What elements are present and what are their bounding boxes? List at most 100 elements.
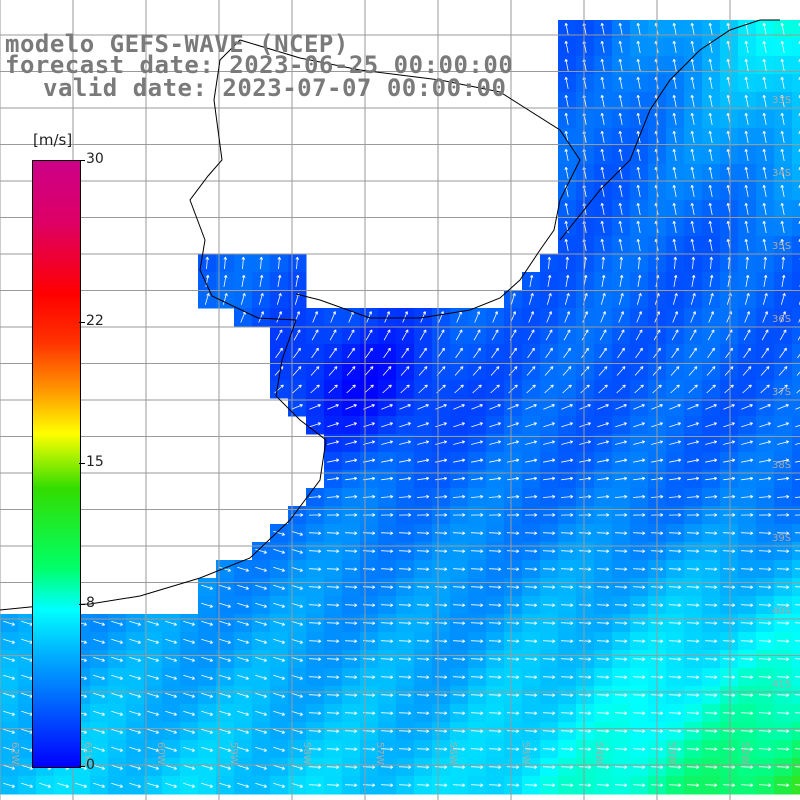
wind-arrow	[744, 184, 749, 197]
wind-arrow	[472, 366, 482, 376]
wind-arrow	[489, 404, 501, 410]
wind-arrow	[690, 238, 695, 251]
wind-arrow	[686, 657, 700, 661]
wind-arrow	[205, 256, 210, 270]
wind-arrow	[488, 657, 502, 661]
wind-arrow	[506, 621, 520, 625]
wind-arrow	[326, 657, 340, 661]
wind-arrow	[673, 256, 678, 270]
wind-arrow	[668, 494, 682, 499]
wind-arrow	[794, 514, 800, 516]
wind-arrow	[435, 404, 447, 410]
wind-arrow	[524, 729, 538, 733]
colorbar-tick-mark	[79, 321, 85, 323]
wind-arrow	[633, 476, 646, 481]
wind-arrow	[57, 782, 69, 788]
wind-arrow	[633, 422, 645, 428]
wind-arrow	[763, 274, 768, 287]
wind-arrow	[525, 422, 537, 428]
wind-cell	[792, 362, 800, 381]
wind-arrow	[740, 639, 754, 643]
wind-arrow	[560, 639, 574, 643]
wind-arrow	[291, 548, 303, 554]
wind-arrow	[632, 567, 646, 571]
wind-arrow	[618, 311, 624, 323]
wind-arrow	[345, 458, 358, 463]
wind-arrow	[777, 458, 790, 463]
wind-arrow	[744, 112, 749, 125]
wind-arrow	[291, 674, 303, 680]
wind-arrow	[147, 692, 159, 698]
wind-arrow	[506, 675, 520, 679]
wind-arrow	[237, 584, 249, 590]
wind-arrow	[686, 729, 700, 733]
wind-arrow	[380, 693, 394, 697]
wind-arrow	[795, 442, 800, 445]
wind-arrow	[291, 692, 303, 698]
wind-arrow	[686, 765, 700, 769]
wind-arrow	[347, 347, 355, 359]
wind-arrow	[690, 148, 695, 161]
wind-arrow	[237, 602, 249, 608]
wind-arrow	[308, 494, 322, 499]
wind-arrow	[219, 764, 231, 770]
wind-arrow	[578, 567, 592, 571]
wind-arrow	[614, 783, 628, 787]
wind-arrow	[668, 747, 682, 751]
wind-arrow	[780, 202, 785, 215]
wind-arrow	[708, 311, 714, 323]
wind-arrow	[435, 422, 447, 428]
wind-arrow	[634, 366, 644, 376]
wind-arrow	[344, 549, 358, 553]
wind-arrow	[636, 238, 641, 251]
latitude-label: 35S	[772, 241, 791, 252]
wind-arrow	[542, 693, 556, 697]
wind-arrow	[528, 311, 534, 323]
wind-arrow	[744, 76, 749, 89]
wind-arrow	[596, 585, 610, 589]
wind-arrow	[380, 639, 394, 643]
wind-arrow	[687, 404, 699, 410]
wind-arrow	[578, 693, 592, 697]
wind-arrow	[579, 458, 592, 463]
wind-arrow	[398, 747, 412, 751]
wind-arrow	[706, 366, 716, 376]
wind-arrow	[581, 329, 589, 341]
wind-arrow	[596, 621, 610, 625]
wind-arrow	[472, 384, 482, 394]
wind-arrow	[580, 384, 590, 394]
wind-arrow	[525, 458, 538, 463]
wind-arrow	[708, 220, 713, 233]
wind-arrow	[600, 130, 605, 143]
wind-arrow	[165, 620, 177, 626]
wind-arrow	[542, 639, 556, 643]
wind-arrow	[722, 765, 736, 769]
wind-arrow	[759, 476, 772, 481]
wind-arrow	[454, 384, 464, 394]
wind-arrow	[794, 712, 800, 714]
wind-arrow	[381, 422, 393, 428]
wind-arrow	[258, 293, 264, 305]
wind-arrow	[781, 256, 786, 270]
wind-arrow	[508, 384, 518, 394]
wind-arrow	[416, 765, 430, 769]
wind-arrow	[380, 585, 394, 589]
wind-arrow	[309, 422, 321, 428]
wind-arrow	[380, 657, 394, 661]
wind-arrow	[201, 638, 213, 644]
wind-arrow	[398, 729, 412, 733]
wind-arrow	[364, 366, 374, 376]
wind-arrow	[346, 366, 356, 376]
wind-arrow	[327, 404, 339, 410]
wind-arrow	[382, 366, 392, 376]
wind-arrow	[327, 422, 339, 428]
wind-arrow	[380, 531, 394, 535]
wind-arrow	[672, 22, 677, 35]
wind-arrow	[470, 513, 484, 517]
wind-arrow	[237, 638, 249, 644]
wind-arrow	[668, 711, 682, 715]
wind-arrow	[453, 440, 466, 445]
wind-arrow	[722, 585, 736, 589]
colorbar-tick-label: 0	[86, 757, 95, 773]
wind-arrow	[776, 693, 790, 697]
